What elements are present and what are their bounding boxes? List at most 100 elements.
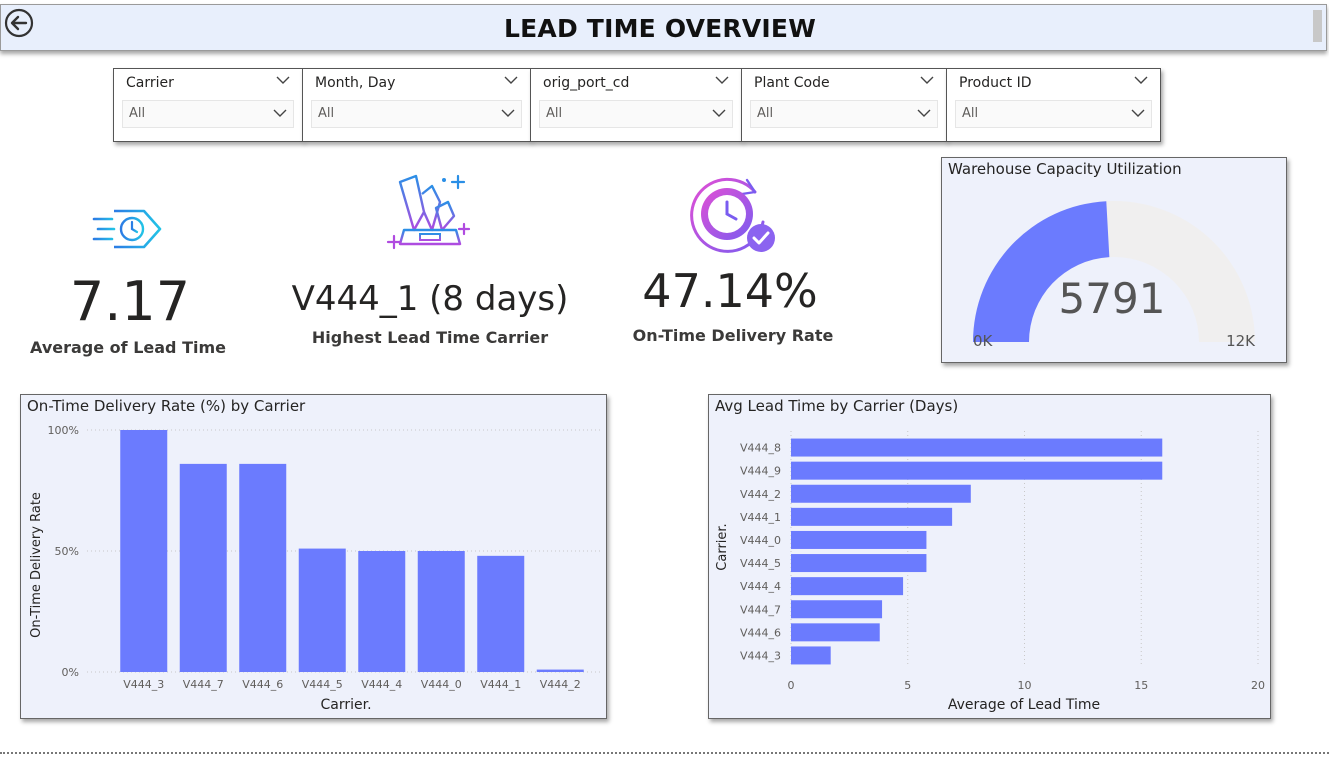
x-tick-label: V444_7 (183, 678, 224, 691)
x-tick-label: 15 (1134, 679, 1148, 692)
bar[interactable] (791, 554, 927, 573)
slicer-value: All (129, 106, 146, 121)
y-tick-label: 100% (48, 424, 79, 437)
x-axis-title: Average of Lead Time (948, 697, 1100, 713)
gauge-title: Warehouse Capacity Utilization (948, 160, 1182, 178)
gauge-min-label: 0K (973, 332, 994, 350)
slicer-month-day[interactable]: Month, Day All (302, 68, 531, 142)
chevron-down-icon (501, 109, 515, 117)
chevron-down-icon[interactable] (920, 75, 934, 85)
x-axis-title: Carrier. (320, 697, 371, 713)
chevron-down-icon[interactable] (715, 75, 729, 85)
bar[interactable] (791, 623, 880, 642)
avg-lead-time-bar-chart: Carrier. Average of Lead Time 0 5 10 15 20 V4… (715, 431, 1265, 713)
chevron-down-icon (712, 109, 726, 117)
chart-title: Avg Lead Time by Carrier (Days) (715, 397, 959, 415)
slicer-value: All (962, 106, 979, 121)
x-tick-label: 0 (788, 679, 795, 692)
slicer-label: Product ID (959, 75, 1032, 91)
slicer-product-id[interactable]: Product ID All (946, 68, 1161, 142)
bar[interactable] (791, 646, 831, 665)
y-tick-label: V444_1 (740, 511, 781, 524)
chevron-down-icon[interactable] (276, 75, 290, 85)
kpi-highest-carrier-label: Highest Lead Time Carrier (311, 328, 549, 347)
y-tick-label: 0% (62, 666, 79, 679)
bar[interactable] (791, 484, 971, 503)
gauge-max-label: 12K (1226, 332, 1256, 350)
gauge-value: 5791 (1059, 274, 1166, 323)
y-tick-label: V444_0 (740, 534, 781, 547)
chevron-down-icon (917, 109, 931, 117)
bar[interactable] (417, 551, 465, 672)
bar[interactable] (791, 530, 927, 549)
y-tick-label: V444_6 (740, 626, 781, 639)
slicer-carrier[interactable]: Carrier All (113, 68, 303, 142)
y-tick-label: V444_7 (740, 603, 781, 616)
kpi-on-time-rate-value: 47.14% (642, 264, 818, 318)
slicer-value: All (546, 106, 563, 121)
slicer-label: Month, Day (315, 75, 396, 91)
crystal-trophy-icon (386, 174, 471, 250)
x-tick-label: V444_3 (123, 678, 164, 691)
chevron-down-icon[interactable] (1134, 75, 1148, 85)
bar[interactable] (791, 507, 953, 526)
slicer-orig-port[interactable]: orig_port_cd All (530, 68, 742, 142)
chevron-down-icon[interactable] (504, 75, 518, 85)
chevron-down-icon (273, 109, 287, 117)
y-tick-label: 50% (55, 545, 79, 558)
bar[interactable] (477, 555, 525, 672)
x-tick-label: V444_5 (302, 678, 343, 691)
slicer-label: orig_port_cd (543, 75, 630, 91)
gauge-card[interactable]: Warehouse Capacity Utilization 5791 0K 1… (941, 157, 1287, 363)
x-tick-label: V444_6 (242, 678, 283, 691)
bar[interactable] (536, 669, 584, 672)
slicer-dropdown[interactable]: All (122, 100, 294, 128)
slicer-label: Carrier (126, 75, 174, 91)
on-time-rate-chart-card[interactable]: On-Time Delivery Rate (%) by Carrier On-… (20, 394, 607, 719)
bar[interactable] (179, 463, 227, 672)
page-title: LEAD TIME OVERVIEW (504, 14, 816, 43)
clock-check-icon (690, 177, 775, 253)
scrollbar-thumb[interactable] (1313, 10, 1322, 42)
y-tick-label: V444_4 (740, 580, 781, 593)
x-tick-label: V444_4 (361, 678, 402, 691)
slicer-label: Plant Code (754, 75, 830, 91)
back-arrow-icon[interactable] (4, 8, 34, 38)
chevron-down-icon (1131, 109, 1145, 117)
x-tick-label: V444_1 (480, 678, 521, 691)
kpi-avg-lead-time-label: Average of Lead Time (30, 338, 226, 357)
x-tick-label: V444_2 (540, 678, 581, 691)
bar[interactable] (791, 600, 883, 619)
y-axis-title: On-Time Delivery Rate (29, 492, 44, 638)
kpi-avg-lead-time-value: 7.17 (69, 270, 191, 333)
bar[interactable] (358, 551, 406, 672)
avg-lead-time-chart-card[interactable]: Avg Lead Time by Carrier (Days) Carrier.… (708, 394, 1271, 719)
slicer-value: All (757, 106, 774, 121)
y-tick-label: V444_3 (740, 649, 781, 662)
title-bar (0, 4, 1327, 51)
slicer-dropdown[interactable]: All (955, 100, 1152, 128)
bar[interactable] (791, 438, 1163, 457)
slicer-dropdown[interactable]: All (539, 100, 733, 128)
bar[interactable] (791, 577, 904, 596)
slicer-plant-code[interactable]: Plant Code All (741, 68, 947, 142)
x-tick-label: 20 (1251, 679, 1265, 692)
bar[interactable] (239, 463, 287, 672)
bar[interactable] (791, 461, 1163, 480)
y-tick-label: V444_8 (740, 442, 781, 455)
slicer-value: All (318, 106, 335, 121)
x-tick-label: 10 (1018, 679, 1032, 692)
bar[interactable] (120, 430, 168, 672)
gauge-chart: 5791 0K 12K (973, 201, 1256, 350)
slicer-dropdown[interactable]: All (750, 100, 938, 128)
kpi-highest-carrier-value: V444_1 (8 days) (291, 279, 569, 319)
y-tick-label: V444_9 (740, 465, 781, 478)
page-divider (0, 752, 1329, 754)
chart-title: On-Time Delivery Rate (%) by Carrier (27, 397, 306, 415)
on-time-rate-bar-chart: On-Time Delivery Rate Carrier. 0% 50% 100%… (29, 424, 601, 713)
slicer-dropdown[interactable]: All (311, 100, 522, 128)
x-tick-label: 5 (904, 679, 911, 692)
bar[interactable] (298, 548, 346, 672)
y-axis-title: Carrier. (715, 523, 730, 570)
y-tick-label: V444_2 (740, 488, 781, 501)
